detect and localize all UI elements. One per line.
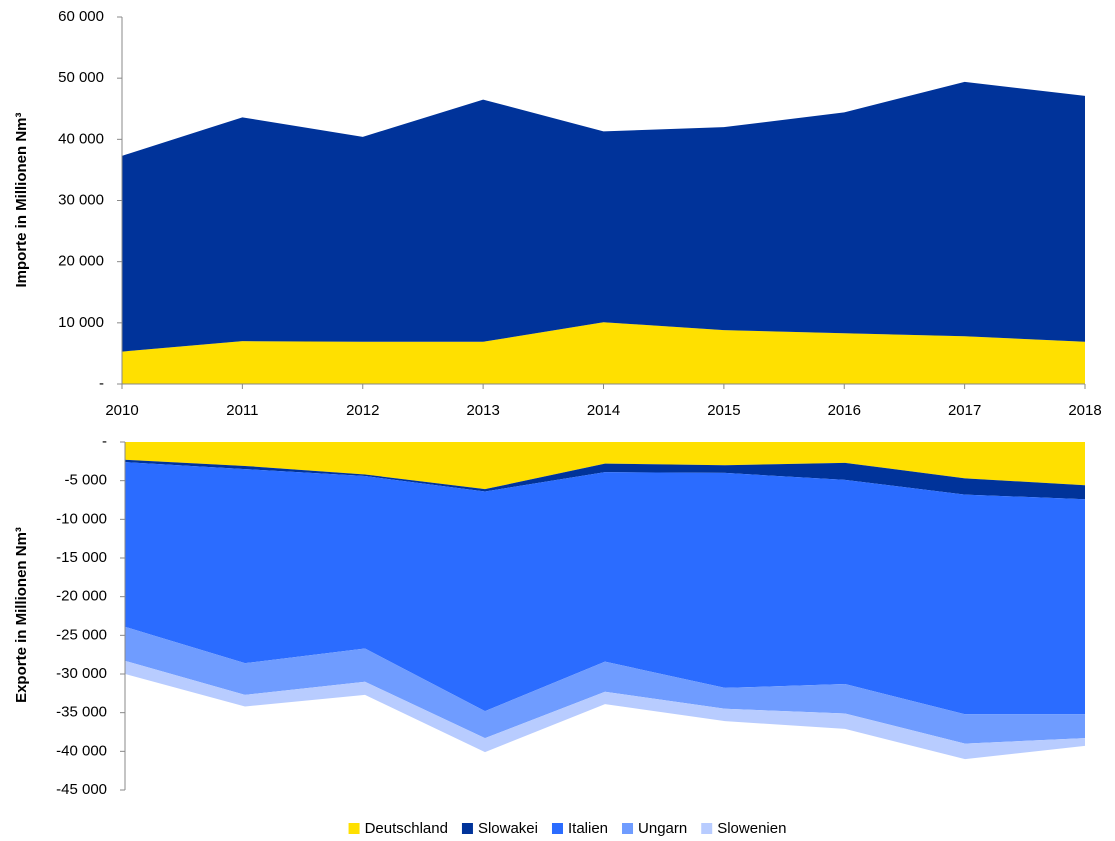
y-tick-label: -10 000 [56,510,107,527]
y-tick-label: 10 000 [58,314,104,331]
y-tick-label: -40 000 [56,742,107,759]
y-tick-label: -30 000 [56,665,107,682]
legend-label: Ungarn [638,820,687,837]
y-tick-label: 20 000 [58,253,104,270]
legend-label: Italien [568,820,608,837]
legend-swatch [622,823,634,834]
area [125,626,1085,744]
y-tick-label: -45 000 [56,781,107,798]
y-tick-label: -15 000 [56,549,107,566]
y-tick-label: -25 000 [56,626,107,643]
x-tick-label: 2013 [466,402,499,419]
x-tick-label: 2012 [346,402,379,419]
area [125,442,1085,490]
legend-swatch [461,823,473,834]
x-tick-label: 2016 [828,402,861,419]
area [122,81,1085,352]
y-tick-label: 30 000 [58,191,104,208]
y-axis-title: Importe in Millionen Nm³ [13,112,30,287]
y-tick-label: 60 000 [58,8,104,25]
legend-label: Slowakei [478,820,538,837]
x-tick-label: 2014 [587,402,620,419]
legend: Deutschland Slowakei Italien Ungarn Slowenie… [348,820,786,837]
y-tick-label: 50 000 [58,69,104,86]
y-tick-label: - [99,375,104,392]
x-tick-label: 2011 [226,402,258,419]
legend-label: Slowenien [717,820,786,837]
x-tick-label: 2017 [948,402,981,419]
area [125,660,1085,760]
area [125,462,1085,715]
legend-swatch [701,823,713,834]
y-tick-label: -20 000 [56,588,107,605]
y-tick-label: - [102,433,107,450]
y-tick-label: -5 000 [64,472,107,489]
x-tick-label: 2015 [707,402,740,419]
area [122,322,1085,384]
y-axis-title: Exporte in Millionen Nm³ [13,527,30,703]
x-tick-label: 2018 [1068,402,1101,419]
y-tick-label: 40 000 [58,130,104,147]
x-tick-label: 2010 [105,402,138,419]
area [125,459,1085,500]
legend-swatch [551,823,563,834]
legend-label: Deutschland [365,820,448,837]
legend-swatch [348,823,360,834]
y-tick-label: -35 000 [56,704,107,721]
